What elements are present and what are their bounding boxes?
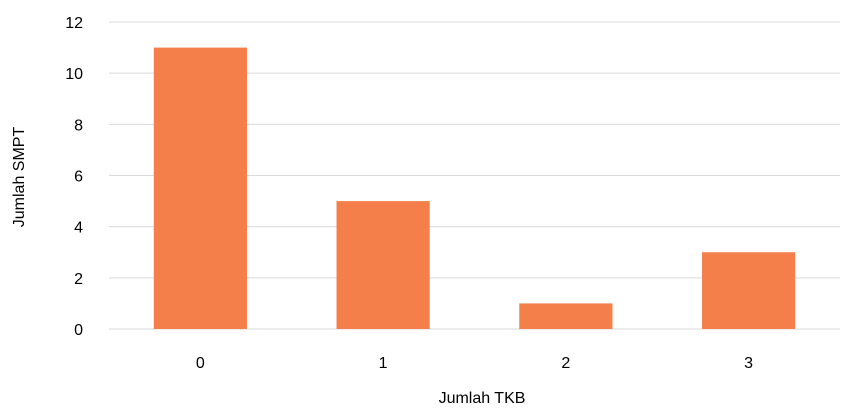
bars [153,47,796,329]
bar-1 [336,201,430,329]
y-tick-label: 10 [65,66,83,83]
x-axis-title: Jumlah TKB [439,390,526,407]
y-axis-title: Jumlah SMPT [11,127,28,228]
bar-3 [702,252,796,329]
bar-2 [519,303,613,329]
x-tick-label: 2 [561,355,570,372]
y-tick-label: 8 [74,117,83,134]
y-axis-ticks: 0 2 4 6 8 10 12 [65,15,83,339]
x-tick-label: 0 [196,355,205,372]
y-tick-label: 6 [74,169,83,186]
y-tick-label: 12 [65,15,83,32]
x-tick-label: 3 [744,355,753,372]
y-tick-label: 0 [74,322,83,339]
y-tick-label: 4 [74,220,83,237]
x-axis-ticks: 0 1 2 3 [196,355,753,372]
bar-0 [153,47,247,329]
y-tick-label: 2 [74,271,83,288]
x-tick-label: 1 [379,355,388,372]
